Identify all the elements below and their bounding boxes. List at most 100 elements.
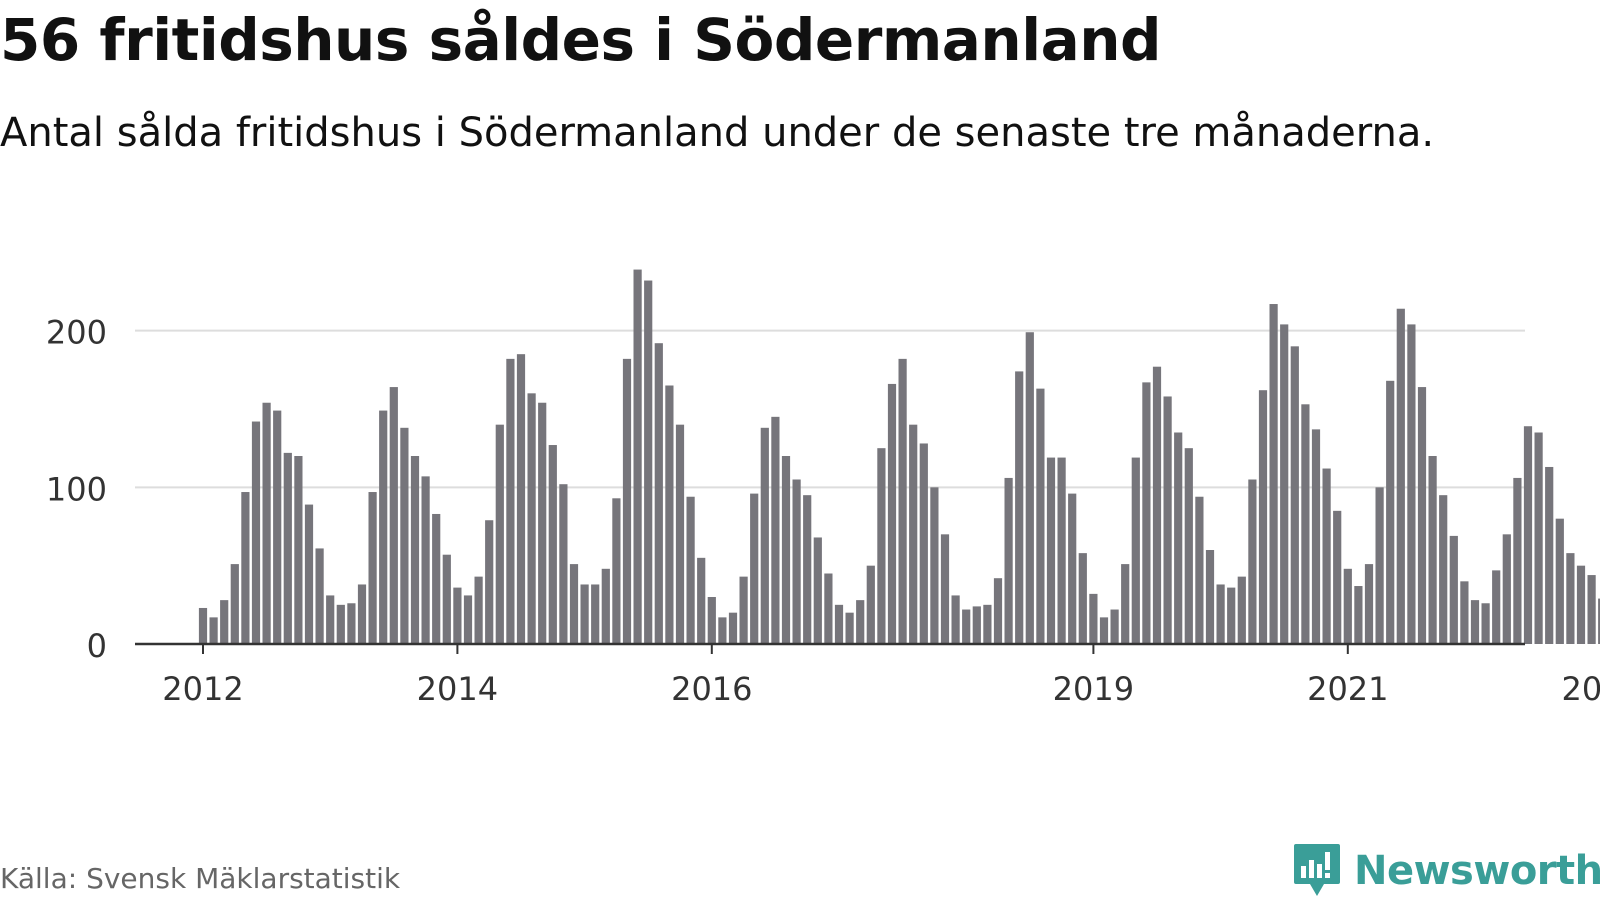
bar [760, 427, 769, 644]
bar [410, 456, 420, 644]
bar [1343, 568, 1352, 644]
bar [887, 383, 897, 644]
bar [1269, 304, 1278, 644]
bar [750, 493, 759, 644]
bar [993, 578, 1003, 644]
axes [135, 642, 1525, 654]
bar [357, 584, 367, 644]
bar [919, 443, 928, 644]
y-tick-label: 0 [87, 627, 107, 665]
brand-name: Newsworthy [1354, 848, 1600, 894]
bar [1290, 346, 1299, 644]
bar [601, 568, 610, 644]
bar [1375, 487, 1384, 644]
bar [1396, 308, 1405, 644]
bar [1015, 371, 1024, 644]
labels: 010020020122014201620192021202356 [46, 314, 1600, 708]
bar [1492, 570, 1501, 644]
bar [516, 354, 526, 644]
bar [1068, 493, 1077, 644]
bar [1205, 550, 1215, 644]
bar [569, 564, 579, 644]
bar [771, 416, 780, 644]
bar [1195, 496, 1204, 644]
bar [495, 424, 504, 644]
bar [1110, 609, 1119, 644]
bar [463, 595, 473, 644]
bar [1004, 477, 1013, 644]
bar [1301, 404, 1310, 644]
bar [909, 424, 918, 644]
bar [1227, 587, 1236, 644]
bar [1587, 575, 1596, 644]
bar [1046, 457, 1056, 644]
bar [304, 504, 314, 644]
bar [813, 537, 822, 644]
bar [1566, 553, 1575, 644]
bar [962, 609, 971, 644]
bar [1502, 534, 1511, 644]
bar [262, 402, 271, 644]
bar [824, 573, 833, 644]
bar [241, 492, 250, 644]
bar [1333, 510, 1342, 644]
bar [1470, 600, 1480, 644]
bar [400, 427, 409, 644]
bar [1417, 387, 1427, 644]
bar [1216, 584, 1225, 644]
bar [612, 498, 621, 644]
bar [442, 554, 451, 644]
y-tick-label: 100 [46, 470, 107, 508]
bar [1513, 477, 1522, 644]
bar [1184, 448, 1193, 644]
bar [294, 456, 303, 644]
bar [1099, 617, 1109, 644]
bar [940, 534, 950, 644]
bar [930, 487, 939, 644]
bar [1237, 576, 1246, 644]
bar [347, 603, 356, 644]
bar [1121, 564, 1130, 644]
bar [326, 595, 335, 644]
bar [1078, 553, 1087, 644]
bar [379, 410, 388, 644]
bar [622, 358, 632, 644]
bar [834, 604, 844, 644]
newsworthy-logo: Newsworthy [1292, 842, 1600, 900]
x-tick-label: 2023 [1561, 670, 1600, 708]
bar [898, 358, 907, 644]
bar [1311, 429, 1321, 644]
bar [506, 358, 515, 644]
x-tick-label: 2012 [162, 670, 243, 708]
x-tick-label: 2019 [1053, 670, 1134, 708]
bar [1598, 598, 1600, 644]
bar-chart-speech-bubble-icon [1294, 844, 1340, 896]
bar [866, 565, 875, 644]
bar [1057, 457, 1066, 644]
bar [421, 476, 430, 644]
bar [1545, 466, 1554, 644]
bar [665, 385, 674, 644]
bar [1280, 324, 1289, 644]
bar [1322, 468, 1331, 644]
bar [1428, 456, 1437, 644]
bar [198, 607, 208, 644]
x-tick-label: 2016 [671, 670, 752, 708]
bar [209, 617, 218, 644]
bar [781, 456, 791, 644]
bar [1174, 432, 1183, 644]
bar [432, 513, 441, 644]
bar [792, 479, 801, 644]
bar [718, 617, 727, 644]
bar [251, 421, 261, 644]
chart-title: 56 fritidshus såldes i Södermanland [0, 6, 1162, 74]
bar [315, 548, 324, 644]
bar [1460, 581, 1469, 644]
bar [453, 587, 462, 644]
bar [1036, 388, 1045, 644]
bar [336, 604, 345, 644]
bar [728, 612, 738, 644]
bar [1142, 382, 1151, 644]
bars [198, 269, 1600, 644]
bar [548, 445, 557, 644]
